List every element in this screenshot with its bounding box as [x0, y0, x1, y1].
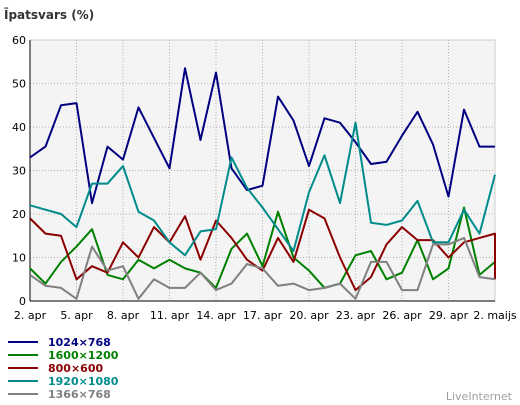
series-line-3 — [29, 121, 496, 257]
brand-label: LiveInternet — [446, 390, 513, 403]
y-tick-label: 50 — [12, 78, 26, 91]
series-line-2 — [29, 208, 496, 292]
x-tick-label: 8. apr — [107, 309, 140, 322]
x-tick-label: 26. apr — [382, 309, 422, 322]
gridlines — [30, 40, 495, 301]
legend-label: 1024×768 — [48, 336, 111, 349]
y-tick-label: 30 — [12, 165, 26, 178]
x-tick-label: 2. maijs — [473, 309, 517, 322]
series-line-4 — [29, 236, 496, 300]
x-tick-label: 20. apr — [289, 309, 329, 322]
legend-label: 1600×1200 — [48, 349, 119, 362]
y-tick-label: 20 — [12, 208, 26, 221]
series-lines — [29, 67, 496, 300]
series-line-0 — [29, 67, 495, 205]
x-tick-label: 2. apr — [14, 309, 47, 322]
legend-label: 800×600 — [48, 362, 103, 375]
chart-title: Īpatsvars (%) — [4, 8, 94, 22]
legend-label: 1366×768 — [48, 388, 111, 401]
axes: 0 10 20 30 40 50 60 2. apr 5. apr 8. apr 11. apr 14… — [12, 34, 517, 322]
y-tick-label: 60 — [12, 34, 26, 47]
x-tick-label: 14. apr — [196, 309, 236, 322]
x-tick-label: 17. apr — [243, 309, 283, 322]
x-tick-label: 23. apr — [336, 309, 376, 322]
legend: 1024×7681600×1200800×6001920×10801366×76… — [8, 336, 119, 401]
x-tick-label: 5. apr — [60, 309, 93, 322]
y-tick-label: 10 — [12, 252, 26, 265]
y-tick-label: 40 — [12, 121, 26, 134]
x-tick-label: 11. apr — [150, 309, 190, 322]
legend-label: 1920×1080 — [48, 375, 119, 388]
y-tick-label: 0 — [19, 295, 26, 308]
x-tick-label: 29. apr — [429, 309, 469, 322]
